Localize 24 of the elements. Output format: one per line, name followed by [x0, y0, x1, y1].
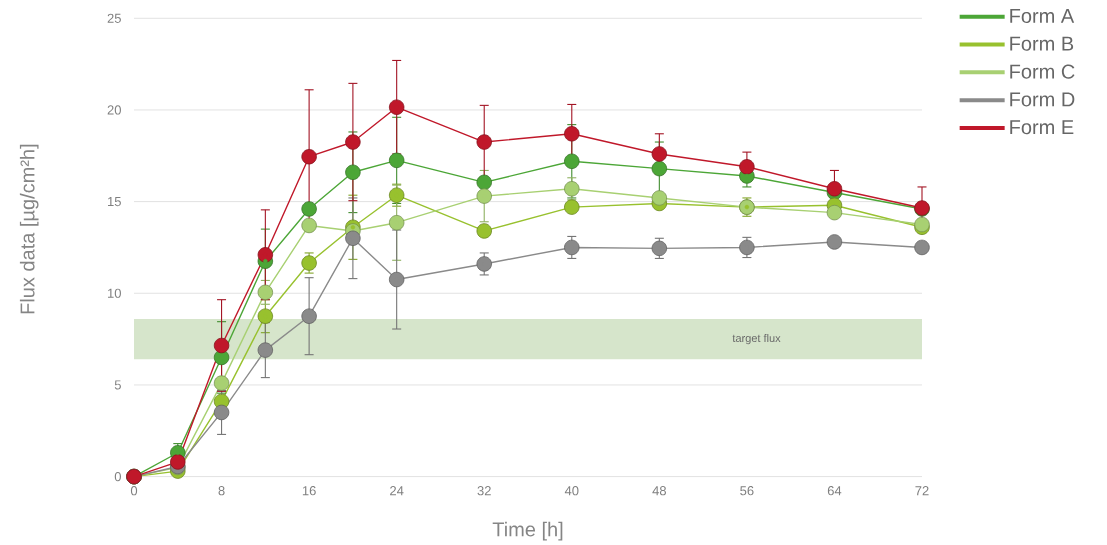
- legend-label: Form A: [1010, 9, 1075, 23]
- x-tick-label: 24: [390, 486, 404, 496]
- y-tick-label: 0: [114, 471, 121, 482]
- y-tick-label: 20: [107, 105, 121, 115]
- x-tick-label: 56: [740, 486, 754, 496]
- x-tick-label: 72: [915, 486, 929, 496]
- x-tick-label: 8: [218, 486, 225, 496]
- y-tick-label: 10: [108, 288, 121, 298]
- x-tick-label: 16: [302, 486, 316, 496]
- legend-label: Form C: [1010, 64, 1075, 79]
- y-axis-title: Flux data [µg/cm²h]: [19, 144, 39, 314]
- x-tick-label: 32: [477, 486, 491, 496]
- y-tick-label: 15: [108, 197, 121, 207]
- x-tick-label: 0: [130, 486, 138, 496]
- y-tick-label: 5: [114, 380, 121, 390]
- band-label: target flux: [732, 333, 781, 345]
- x-tick-label: 40: [564, 486, 579, 496]
- legend-label: Form B: [1010, 36, 1074, 51]
- legend-label: Form E: [1010, 120, 1074, 135]
- legend-label: Form D: [1010, 92, 1075, 107]
- x-tick-label: 64: [827, 486, 842, 496]
- x-tick-label: 48: [652, 486, 666, 496]
- y-tick-label: 25: [107, 13, 121, 23]
- x-axis-title: Time [h]: [492, 521, 563, 541]
